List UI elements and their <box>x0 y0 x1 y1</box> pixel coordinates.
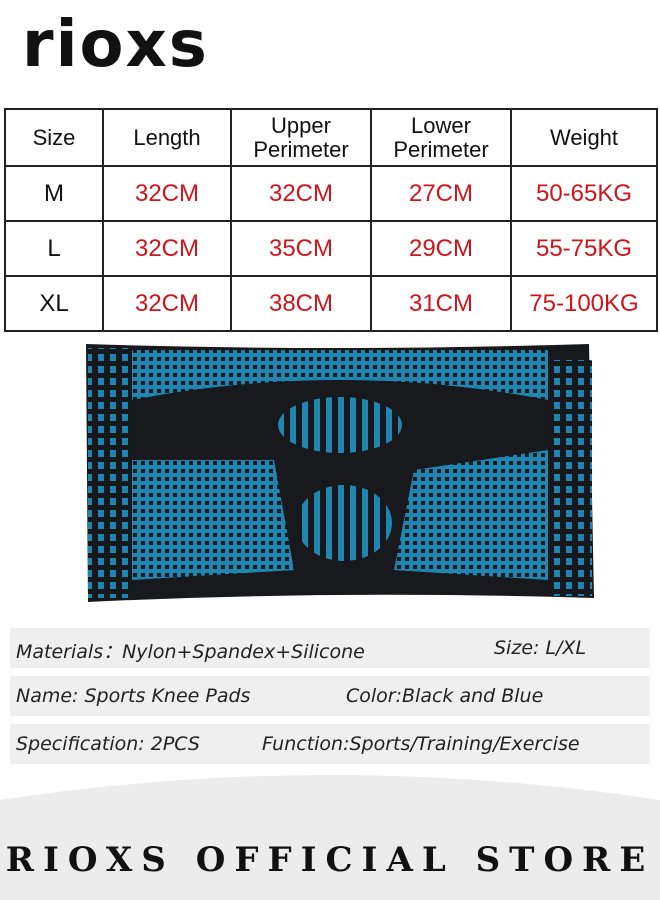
cell: 32CM <box>102 165 232 222</box>
cell: 32CM <box>230 165 372 222</box>
cell: 27CM <box>370 165 512 222</box>
info-text: Color:Black and Blue <box>346 685 544 707</box>
info-band: Specification: 2PCS Function:Sports/Trai… <box>10 724 650 764</box>
footer-background <box>0 775 660 900</box>
size-table: Size Length Upper Perimeter Lower Perime… <box>4 108 658 332</box>
header-cell: Weight <box>510 108 658 167</box>
cell: 55-75KG <box>510 220 658 277</box>
info-text: Function:Sports/Training/Exercise <box>262 733 580 755</box>
header-cell: Upper Perimeter <box>230 108 372 167</box>
cell: 31CM <box>370 275 512 332</box>
cell: M <box>4 165 104 222</box>
info-band: Name: Sports Knee Pads Color:Black and B… <box>10 676 650 716</box>
cell: 32CM <box>102 275 232 332</box>
row: M 32CM 32CM 27CM 50-65KG <box>4 165 658 222</box>
store-name: RIOXS OFFICIAL STORE <box>5 840 655 880</box>
header-cell: Length <box>102 108 232 167</box>
header-row: Size Length Upper Perimeter Lower Perime… <box>4 108 658 167</box>
row: XL 32CM 38CM 31CM 75-100KG <box>4 275 658 332</box>
cell: 29CM <box>370 220 512 277</box>
cell: 75-100KG <box>510 275 658 332</box>
info-band: Materials：Nylon+Spandex+Silicone Size: L… <box>10 628 650 668</box>
info-text: Materials：Nylon+Spandex+Silicone <box>16 641 365 663</box>
brand-logo: rioxs <box>22 8 209 82</box>
cell: 35CM <box>230 220 372 277</box>
cell: 38CM <box>230 275 372 332</box>
cell: 32CM <box>102 220 232 277</box>
row: L 32CM 35CM 29CM 55-75KG <box>4 220 658 277</box>
cell: 50-65KG <box>510 165 658 222</box>
cell: L <box>4 220 104 277</box>
header-cell: Size <box>4 108 104 167</box>
info-text: Size: L/XL <box>494 637 587 659</box>
cell: XL <box>4 275 104 332</box>
knee-pad-image <box>86 344 594 602</box>
header-cell: Lower Perimeter <box>370 108 512 167</box>
info-text: Specification: 2PCS <box>16 733 200 755</box>
info-text: Name: Sports Knee Pads <box>16 685 251 707</box>
